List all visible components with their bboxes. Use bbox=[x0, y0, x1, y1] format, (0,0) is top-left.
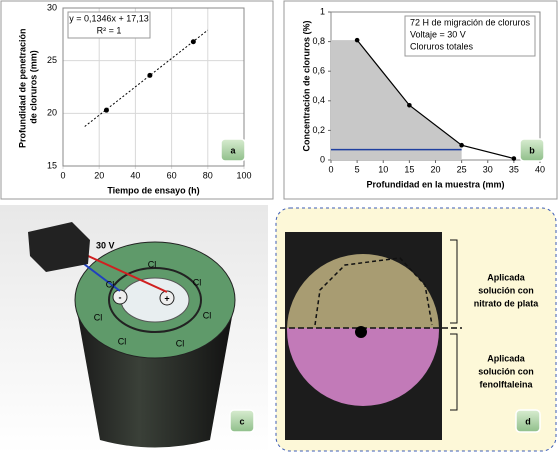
annotation: fenolftaleina bbox=[479, 379, 533, 389]
anode-label: + bbox=[164, 293, 169, 303]
panel-label-box bbox=[229, 409, 255, 433]
x-tick-label: 0 bbox=[328, 164, 333, 174]
power-supply bbox=[28, 222, 90, 272]
panel-label: d bbox=[525, 416, 531, 426]
point bbox=[103, 107, 109, 113]
y-tick-label: 0,2 bbox=[312, 125, 325, 135]
x-tick-label: 25 bbox=[457, 164, 467, 174]
ion-label: Cl bbox=[148, 259, 157, 269]
x-tick-label: 80 bbox=[203, 170, 213, 180]
annotation: Voltaje = 30 V bbox=[410, 29, 466, 39]
x-tick-label: 35 bbox=[509, 164, 519, 174]
voltage-label: 30 V bbox=[96, 240, 115, 250]
r-squared: R² = 1 bbox=[97, 25, 122, 35]
panel-label-box bbox=[519, 138, 545, 162]
panel-label: b bbox=[529, 145, 535, 155]
annotation-box bbox=[404, 15, 536, 57]
boundary bbox=[314, 257, 433, 326]
plot-area bbox=[62, 7, 245, 167]
x-tick-label: 15 bbox=[404, 164, 414, 174]
x-tick-label: 40 bbox=[130, 170, 140, 180]
annotation: Aplicada bbox=[487, 272, 526, 282]
equation: y = 0,1346x + 17,13 bbox=[69, 13, 149, 23]
y-tick-label: 1 bbox=[320, 6, 325, 16]
y-axis-label: Concentración de cloruros (%) bbox=[301, 20, 311, 151]
ion-label: Cl bbox=[193, 277, 202, 287]
x-tick-label: 100 bbox=[236, 170, 251, 180]
panel-label-box bbox=[220, 138, 246, 162]
y-tick-label: 0,6 bbox=[312, 66, 325, 76]
x-tick-label: 40 bbox=[535, 164, 545, 174]
x-tick-label: 20 bbox=[94, 170, 104, 180]
area bbox=[331, 40, 462, 161]
ion-label: Cl bbox=[118, 336, 127, 346]
electrode-area bbox=[120, 277, 190, 323]
x-tick-label: 20 bbox=[430, 164, 440, 174]
annotation: solución con bbox=[478, 366, 534, 376]
ion-label: Cl bbox=[203, 310, 212, 320]
line bbox=[356, 39, 515, 160]
bracket bbox=[450, 333, 458, 411]
annotation: 72 H de migración de cloruros bbox=[410, 17, 531, 27]
ion-label: Cl bbox=[94, 312, 103, 322]
equation-box bbox=[67, 11, 151, 39]
y-tick-label: 15 bbox=[47, 160, 57, 170]
x-tick-label: 30 bbox=[483, 164, 493, 174]
x-axis-label: Profundidad en la muestra (mm) bbox=[366, 179, 504, 189]
y-tick-label: 0 bbox=[320, 154, 325, 164]
specimen-bottom-half bbox=[287, 328, 439, 406]
annotation: Aplicada bbox=[487, 353, 526, 363]
point bbox=[147, 72, 153, 78]
ring bbox=[108, 267, 202, 333]
hole bbox=[355, 326, 367, 338]
point bbox=[354, 37, 360, 43]
y-axis-label: Profundidad de penetración de cloruros (… bbox=[18, 26, 39, 148]
cathode-label: - bbox=[119, 292, 122, 302]
x-axis-label: Tiempo de ensayo (h) bbox=[107, 185, 199, 195]
y-tick-label: 0,8 bbox=[312, 36, 325, 46]
x-tick-label: 5 bbox=[355, 164, 360, 174]
panel-label: c bbox=[239, 416, 244, 426]
ion-label: Cl bbox=[176, 338, 185, 348]
annotation: nitrato de plata bbox=[474, 298, 540, 308]
x-tick-label: 60 bbox=[167, 170, 177, 180]
panel-label-box bbox=[515, 409, 541, 433]
y-tick-label: 20 bbox=[47, 108, 57, 118]
y-tick-label: 0,4 bbox=[312, 95, 325, 105]
point bbox=[190, 39, 196, 45]
point bbox=[459, 142, 464, 148]
panel-label: a bbox=[230, 145, 236, 155]
x-tick-label: 0 bbox=[60, 170, 65, 180]
specimen-top-half bbox=[287, 254, 439, 328]
y-tick-label: 25 bbox=[47, 55, 57, 65]
ion-label: Cl bbox=[106, 279, 115, 289]
annotation: Cloruros totales bbox=[410, 41, 474, 51]
point bbox=[407, 102, 412, 108]
bracket bbox=[450, 239, 458, 324]
point bbox=[511, 156, 517, 161]
annotation: solución con bbox=[478, 285, 534, 295]
wire bbox=[74, 249, 168, 293]
x-tick-label: 10 bbox=[378, 164, 388, 174]
y-tick-label: 30 bbox=[47, 2, 57, 12]
